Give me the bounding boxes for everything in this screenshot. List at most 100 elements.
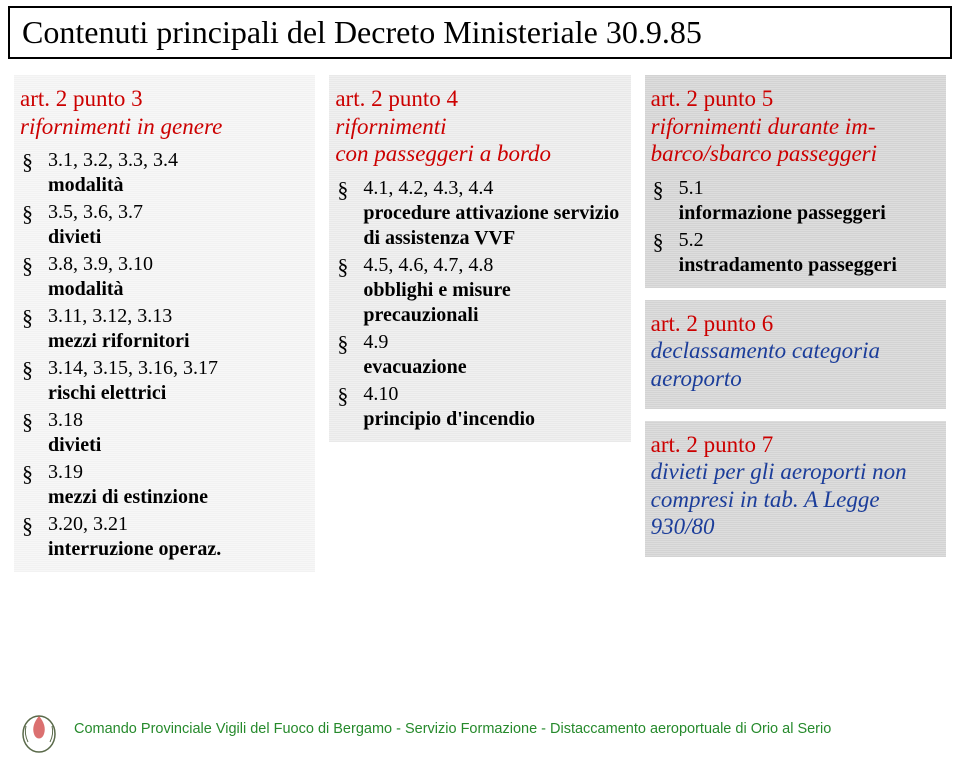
item-ref: 4.9 — [363, 330, 624, 355]
heading-line1: art. 2 punto 3 — [20, 86, 143, 111]
item-desc: principio d'incendio — [363, 407, 624, 432]
item-body: 3.8, 3.9, 3.10modalità — [48, 252, 309, 302]
item-body: 3.5, 3.6, 3.7divieti — [48, 200, 309, 250]
column-3: art. 2 punto 5 rifornimenti durante im- … — [645, 75, 946, 572]
section-symbol-icon: § — [337, 330, 355, 358]
emblem-icon — [14, 704, 64, 754]
item-list: §3.1, 3.2, 3.3, 3.4modalità§3.5, 3.6, 3.… — [20, 148, 309, 562]
item-ref: 4.10 — [363, 382, 624, 407]
heading-line1: art. 2 punto 6 — [651, 311, 774, 336]
box-heading: art. 2 punto 6 declassamento categoria a… — [651, 310, 940, 393]
item-list: § 5.1informazione passeggeri§5.2instradam… — [651, 176, 940, 278]
item-body: 3.18divieti — [48, 408, 309, 458]
section-symbol-icon: § — [337, 382, 355, 410]
section-symbol-icon: § — [22, 460, 40, 488]
item-body: 4.1, 4.2, 4.3, 4.4procedure attivazione … — [363, 176, 624, 251]
item-ref: 5.2 — [679, 228, 940, 253]
list-item: § 4.10principio d'incendio — [337, 382, 624, 432]
section-symbol-icon: § — [22, 356, 40, 384]
section-symbol-icon: § — [22, 200, 40, 228]
item-body: 4.9evacuazione — [363, 330, 624, 380]
item-ref: 4.5, 4.6, 4.7, 4.8 — [363, 253, 624, 278]
item-desc: instradamento passeggeri — [679, 253, 940, 278]
title-bar: Contenuti principali del Decreto Ministe… — [8, 6, 952, 59]
list-item: §5.2instradamento passeggeri — [653, 228, 940, 278]
item-list: § 4.1, 4.2, 4.3, 4.4procedure attivazione… — [335, 176, 624, 432]
item-ref: 3.18 — [48, 408, 309, 433]
item-desc: mezzi di estinzione — [48, 485, 309, 510]
item-ref: 3.8, 3.9, 3.10 — [48, 252, 309, 277]
list-item: § 3.14, 3.15, 3.16, 3.17rischi elettrici — [22, 356, 309, 406]
item-ref: 3.5, 3.6, 3.7 — [48, 200, 309, 225]
box-art2-punto3: art. 2 punto 3 rifornimenti in genere § 3… — [14, 75, 315, 572]
section-symbol-icon: § — [337, 176, 355, 204]
item-desc: rischi elettrici — [48, 381, 309, 406]
section-symbol-icon: § — [22, 512, 40, 540]
footer: Comando Provinciale Vigili del Fuoco di … — [0, 704, 960, 754]
list-item: § 4.9evacuazione — [337, 330, 624, 380]
item-desc: modalità — [48, 277, 309, 302]
item-desc: divieti — [48, 433, 309, 458]
item-body: 4.10principio d'incendio — [363, 382, 624, 432]
item-body: 5.2instradamento passeggeri — [679, 228, 940, 278]
box-heading: art. 2 punto 7 divieti per gli aeroporti… — [651, 431, 940, 541]
item-ref: 3.19 — [48, 460, 309, 485]
page-title: Contenuti principali del Decreto Ministe… — [22, 14, 938, 51]
box-art2-punto4: art. 2 punto 4 rifornimenti con passegge… — [329, 75, 630, 442]
item-desc: modalità — [48, 173, 309, 198]
section-symbol-icon: § — [22, 408, 40, 436]
item-body: 3.1, 3.2, 3.3, 3.4modalità — [48, 148, 309, 198]
heading-line3: con passeggeri a bordo — [335, 141, 551, 166]
item-desc: informazione passeggeri — [679, 201, 940, 226]
list-item: § 3.19mezzi di estinzione — [22, 460, 309, 510]
column-1: art. 2 punto 3 rifornimenti in genere § 3… — [14, 75, 315, 572]
heading-line2: rifornimenti in genere — [20, 114, 222, 139]
list-item: § 3.1, 3.2, 3.3, 3.4modalità — [22, 148, 309, 198]
box-heading: art. 2 punto 3 rifornimenti in genere — [20, 85, 309, 140]
box-heading: art. 2 punto 4 rifornimenti con passegge… — [335, 85, 624, 168]
item-desc: evacuazione — [363, 355, 624, 380]
column-2: art. 2 punto 4 rifornimenti con passegge… — [329, 75, 630, 572]
heading-line2: rifornimenti — [335, 114, 446, 139]
section-symbol-icon: § — [22, 252, 40, 280]
list-item: § 4.1, 4.2, 4.3, 4.4procedure attivazione… — [337, 176, 624, 251]
item-desc: mezzi rifornitori — [48, 329, 309, 354]
item-ref: 3.11, 3.12, 3.13 — [48, 304, 309, 329]
item-body: 5.1informazione passeggeri — [679, 176, 940, 226]
box-art2-punto7: art. 2 punto 7 divieti per gli aeroporti… — [645, 421, 946, 557]
list-item: § 4.5, 4.6, 4.7, 4.8obblighi e misure pre… — [337, 253, 624, 328]
list-item: § 3.8, 3.9, 3.10modalità — [22, 252, 309, 302]
item-ref: 3.14, 3.15, 3.16, 3.17 — [48, 356, 309, 381]
item-body: 4.5, 4.6, 4.7, 4.8obblighi e misure prec… — [363, 253, 624, 328]
item-desc: obblighi e misure precauzionali — [363, 278, 624, 328]
item-desc: procedure attivazione servizio di assist… — [363, 201, 624, 251]
item-desc: interruzione operaz. — [48, 537, 309, 562]
item-body: 3.19mezzi di estinzione — [48, 460, 309, 510]
item-body: 3.14, 3.15, 3.16, 3.17rischi elettrici — [48, 356, 309, 406]
item-ref: 3.20, 3.21 — [48, 512, 309, 537]
content-columns: art. 2 punto 3 rifornimenti in genere § 3… — [0, 75, 960, 572]
heading-line1: art. 2 punto 5 — [651, 86, 774, 111]
list-item: § 3.11, 3.12, 3.13mezzi rifornitori — [22, 304, 309, 354]
heading-line2: declassamento categoria aeroporto — [651, 338, 880, 391]
box-heading: art. 2 punto 5 rifornimenti durante im- … — [651, 85, 940, 168]
list-item: § 5.1informazione passeggeri — [653, 176, 940, 226]
section-symbol-icon: § — [22, 304, 40, 332]
item-desc: divieti — [48, 225, 309, 250]
section-symbol-icon: § — [653, 176, 671, 204]
section-symbol-icon: § — [337, 253, 355, 281]
item-ref: 4.1, 4.2, 4.3, 4.4 — [363, 176, 624, 201]
item-body: 3.11, 3.12, 3.13mezzi rifornitori — [48, 304, 309, 354]
box-art2-punto6: art. 2 punto 6 declassamento categoria a… — [645, 300, 946, 409]
heading-line2: divieti per gli aeroporti non compresi i… — [651, 459, 907, 539]
item-ref: 3.1, 3.2, 3.3, 3.4 — [48, 148, 309, 173]
item-ref: 5.1 — [679, 176, 940, 201]
footer-text: Comando Provinciale Vigili del Fuoco di … — [74, 721, 831, 737]
heading-line1: art. 2 punto 7 — [651, 432, 774, 457]
box-art2-punto5: art. 2 punto 5 rifornimenti durante im- … — [645, 75, 946, 288]
item-body: 3.20, 3.21interruzione operaz. — [48, 512, 309, 562]
section-symbol-icon: § — [22, 148, 40, 176]
heading-line1: art. 2 punto 4 — [335, 86, 458, 111]
heading-line2: rifornimenti durante im- — [651, 114, 876, 139]
list-item: § 3.18divieti — [22, 408, 309, 458]
